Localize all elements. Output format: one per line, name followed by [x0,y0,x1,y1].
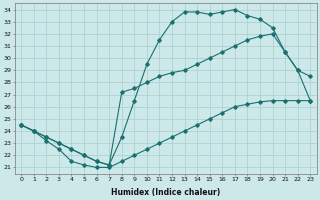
X-axis label: Humidex (Indice chaleur): Humidex (Indice chaleur) [111,188,220,197]
